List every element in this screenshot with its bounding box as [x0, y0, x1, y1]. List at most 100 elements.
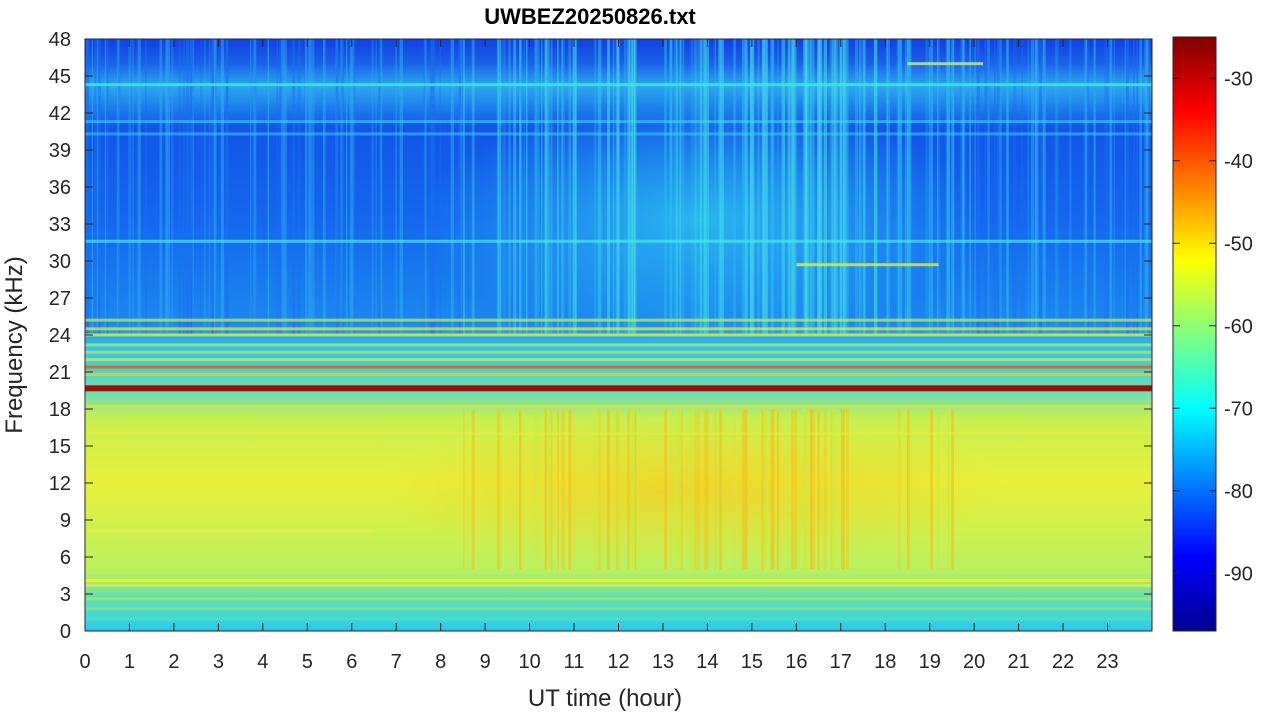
vertical-streak: [594, 39, 597, 335]
vertical-streak: [204, 39, 206, 335]
vertical-streak: [770, 39, 774, 335]
vertical-streak-band: [722, 409, 724, 570]
vertical-streak-band: [496, 409, 500, 570]
y-tick-label: 24: [49, 325, 71, 347]
vertical-streak: [283, 39, 287, 335]
frequency-line: [85, 343, 1152, 347]
vertical-streak-band: [904, 409, 909, 570]
vertical-streak: [573, 39, 575, 335]
y-tick-label: 39: [49, 140, 71, 162]
vertical-streak-band: [771, 409, 775, 570]
y-tick-label: 12: [49, 473, 71, 495]
vertical-streak: [308, 39, 312, 335]
vertical-streak: [937, 39, 940, 335]
vertical-streak: [545, 39, 548, 335]
vertical-streak: [839, 39, 842, 335]
vertical-streak-band: [719, 409, 722, 570]
x-tick-label: 10: [518, 651, 540, 673]
vertical-streak: [627, 39, 630, 335]
colorbar: [1173, 37, 1216, 631]
vertical-streak: [896, 39, 901, 335]
vertical-streak: [1069, 39, 1072, 335]
vertical-streak: [380, 39, 383, 335]
vertical-streak: [208, 39, 211, 335]
frequency-line: [85, 318, 1152, 322]
colorbar-ticks: -30 -40 -50 -60 -70 -80 -90: [1173, 68, 1253, 585]
vertical-streak: [189, 39, 193, 335]
vertical-streak: [572, 39, 576, 335]
vertical-streak: [104, 39, 107, 335]
vertical-streak: [761, 39, 764, 335]
frequency-line: [85, 432, 1152, 436]
vertical-streak-band: [568, 409, 572, 570]
vertical-streak-band: [634, 409, 637, 570]
vertical-streak: [694, 39, 697, 335]
x-tick-label: 21: [1008, 651, 1030, 673]
y-tick-label: 6: [60, 547, 71, 569]
x-tick-label: 5: [302, 651, 313, 673]
vertical-streak: [733, 39, 736, 335]
vertical-streak: [253, 39, 256, 335]
vertical-streak: [185, 39, 190, 335]
vertical-streak-band: [690, 409, 694, 570]
vertical-streak: [1109, 39, 1113, 335]
vertical-streak: [1104, 39, 1108, 335]
x-tick-label: 19: [919, 651, 941, 673]
vertical-streak: [500, 39, 502, 335]
vertical-streak: [118, 39, 121, 335]
vertical-streak: [808, 39, 811, 335]
vertical-streak: [431, 39, 435, 335]
vertical-streak-band: [844, 409, 847, 570]
vertical-streak: [722, 39, 724, 335]
vertical-streak: [597, 39, 602, 335]
vertical-streak: [781, 39, 786, 335]
vertical-streak: [833, 39, 837, 335]
vertical-streak-band: [831, 409, 834, 570]
vertical-streak: [900, 39, 903, 335]
y-tick-label: 27: [49, 288, 71, 310]
vertical-streak: [215, 39, 217, 335]
vertical-streak: [714, 39, 716, 335]
vertical-streak-band: [720, 409, 724, 570]
vertical-streak-band: [675, 409, 679, 570]
vertical-streak: [544, 39, 547, 335]
vertical-streak: [220, 39, 225, 335]
vertical-streak: [375, 39, 377, 335]
vertical-streak: [458, 39, 462, 335]
vertical-streak-band: [703, 409, 708, 570]
vertical-streak-band: [607, 409, 610, 570]
vertical-streak-band: [561, 409, 565, 570]
frequency-line: [796, 263, 939, 267]
vertical-streak-band: [679, 409, 682, 570]
vertical-streak: [279, 39, 283, 335]
colorbar-frame: [1172, 36, 1217, 632]
vertical-streak: [352, 39, 356, 335]
vertical-streak: [930, 39, 933, 335]
vertical-streak: [132, 39, 134, 335]
vertical-streak: [962, 39, 964, 335]
x-tick-label: 0: [79, 651, 90, 673]
vertical-streak: [249, 39, 252, 335]
vertical-streak: [1093, 39, 1096, 335]
vertical-streak-band: [930, 409, 933, 570]
frequency-line: [907, 62, 984, 66]
vertical-streak: [116, 39, 119, 335]
vertical-streak: [450, 39, 454, 335]
vertical-streak: [936, 39, 939, 335]
vertical-streak: [946, 39, 950, 335]
vertical-streak-band: [631, 409, 636, 570]
vertical-streak: [791, 39, 794, 335]
vertical-streak: [267, 39, 269, 335]
vertical-streak: [1106, 39, 1110, 335]
vertical-streak: [1151, 39, 1152, 335]
frequency-line: [85, 120, 1152, 124]
vertical-streak: [429, 39, 432, 335]
vertical-streak-band: [947, 409, 951, 570]
vertical-streak: [830, 39, 833, 335]
frequency-line: [85, 350, 1152, 354]
vertical-streak: [378, 39, 380, 335]
vertical-streak-band: [664, 409, 667, 570]
vertical-streak: [793, 39, 796, 335]
x-tick-label: 8: [435, 651, 446, 673]
